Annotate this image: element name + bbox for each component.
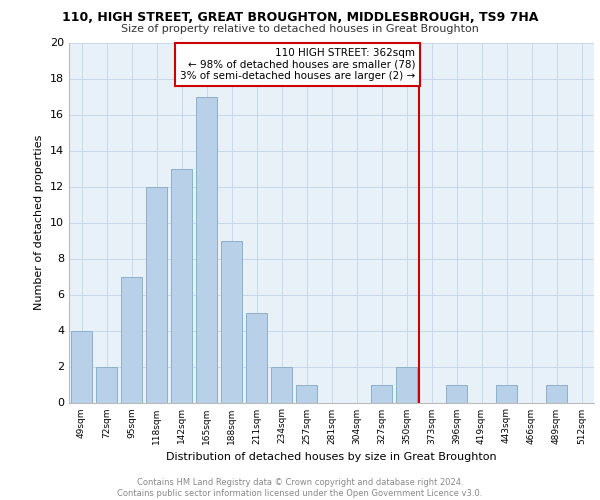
Bar (446, 384, 467, 402)
Y-axis label: Number of detached properties: Number of detached properties (34, 135, 44, 310)
Text: 110, HIGH STREET, GREAT BROUGHTON, MIDDLESBROUGH, TS9 7HA: 110, HIGH STREET, GREAT BROUGHTON, MIDDL… (62, 11, 538, 24)
Bar (71, 330, 92, 402)
Bar (171, 168, 192, 402)
Text: Size of property relative to detached houses in Great Broughton: Size of property relative to detached ho… (121, 24, 479, 34)
Bar (371, 384, 392, 402)
Bar (121, 276, 142, 402)
Text: Contains HM Land Registry data © Crown copyright and database right 2024.
Contai: Contains HM Land Registry data © Crown c… (118, 478, 482, 498)
Bar (196, 96, 217, 403)
Text: 110 HIGH STREET: 362sqm
← 98% of detached houses are smaller (78)
3% of semi-det: 110 HIGH STREET: 362sqm ← 98% of detache… (180, 48, 415, 81)
Bar (546, 384, 567, 402)
Bar (271, 366, 292, 402)
X-axis label: Distribution of detached houses by size in Great Broughton: Distribution of detached houses by size … (166, 452, 497, 462)
Bar (96, 366, 117, 402)
Bar (146, 186, 167, 402)
Bar (221, 240, 242, 402)
Bar (496, 384, 517, 402)
Bar (396, 366, 417, 402)
Bar (246, 312, 267, 402)
Bar (296, 384, 317, 402)
